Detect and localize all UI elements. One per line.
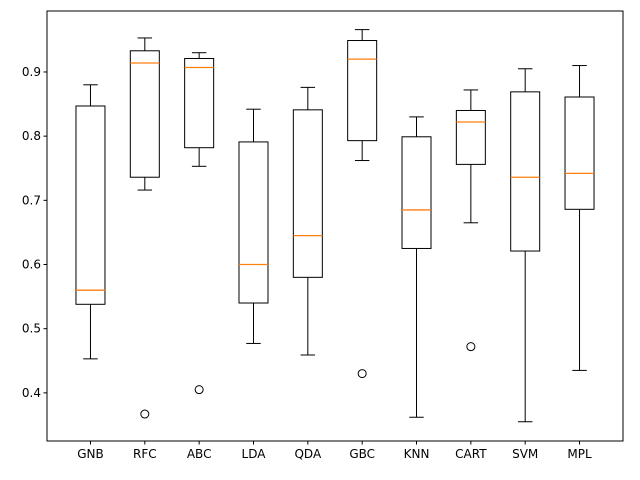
box-group-qda — [292, 86, 323, 356]
box-iqr — [75, 105, 106, 305]
box-group-cart — [455, 89, 486, 352]
plot-area — [75, 29, 595, 423]
y-tick-label: 0.5 — [22, 322, 41, 336]
x-tick-label: ABC — [187, 447, 212, 461]
box-group-lda — [238, 108, 269, 344]
box-iqr — [401, 136, 432, 249]
box-iqr — [347, 40, 378, 142]
x-tick-label: MPL — [567, 447, 592, 461]
x-tick-label: LDA — [242, 447, 267, 461]
box-group-knn — [401, 116, 432, 418]
y-tick-label: 0.9 — [22, 65, 41, 79]
box-group-rfc — [129, 37, 160, 419]
x-tick-label: GBC — [349, 447, 375, 461]
y-tick-label: 0.7 — [22, 193, 41, 207]
y-tick-label: 0.4 — [22, 386, 41, 400]
x-axis: GNB RFC ABC LDA QDA GBC KNN CART SVM MPL — [77, 441, 592, 461]
x-tick-label: QDA — [294, 447, 321, 461]
box-iqr — [292, 109, 323, 278]
x-tick-label: CART — [455, 447, 487, 461]
x-tick-label: SVM — [512, 447, 538, 461]
axes-frame — [46, 10, 624, 442]
outlier-point — [140, 409, 150, 419]
box-iqr — [510, 91, 541, 252]
outlier-point — [194, 385, 204, 395]
box-iqr — [455, 109, 486, 165]
box-iqr — [129, 50, 160, 178]
box-iqr — [564, 96, 595, 210]
box-group-mpl — [564, 65, 595, 371]
box-group-gbc — [347, 29, 378, 379]
x-tick-label: RFC — [133, 447, 157, 461]
y-axis: 0.4 0.5 0.6 0.7 0.8 0.9 — [22, 65, 47, 400]
box-iqr — [238, 141, 269, 304]
outlier-point — [466, 342, 476, 352]
box-group-abc — [184, 52, 215, 395]
box-group-gnb — [75, 84, 106, 360]
box-iqr — [184, 57, 215, 149]
box-group-svm — [510, 68, 541, 423]
x-tick-label: KNN — [404, 447, 430, 461]
y-tick-label: 0.8 — [22, 129, 41, 143]
x-tick-label: GNB — [77, 447, 104, 461]
outlier-point — [357, 369, 367, 379]
y-tick-label: 0.6 — [22, 258, 41, 272]
